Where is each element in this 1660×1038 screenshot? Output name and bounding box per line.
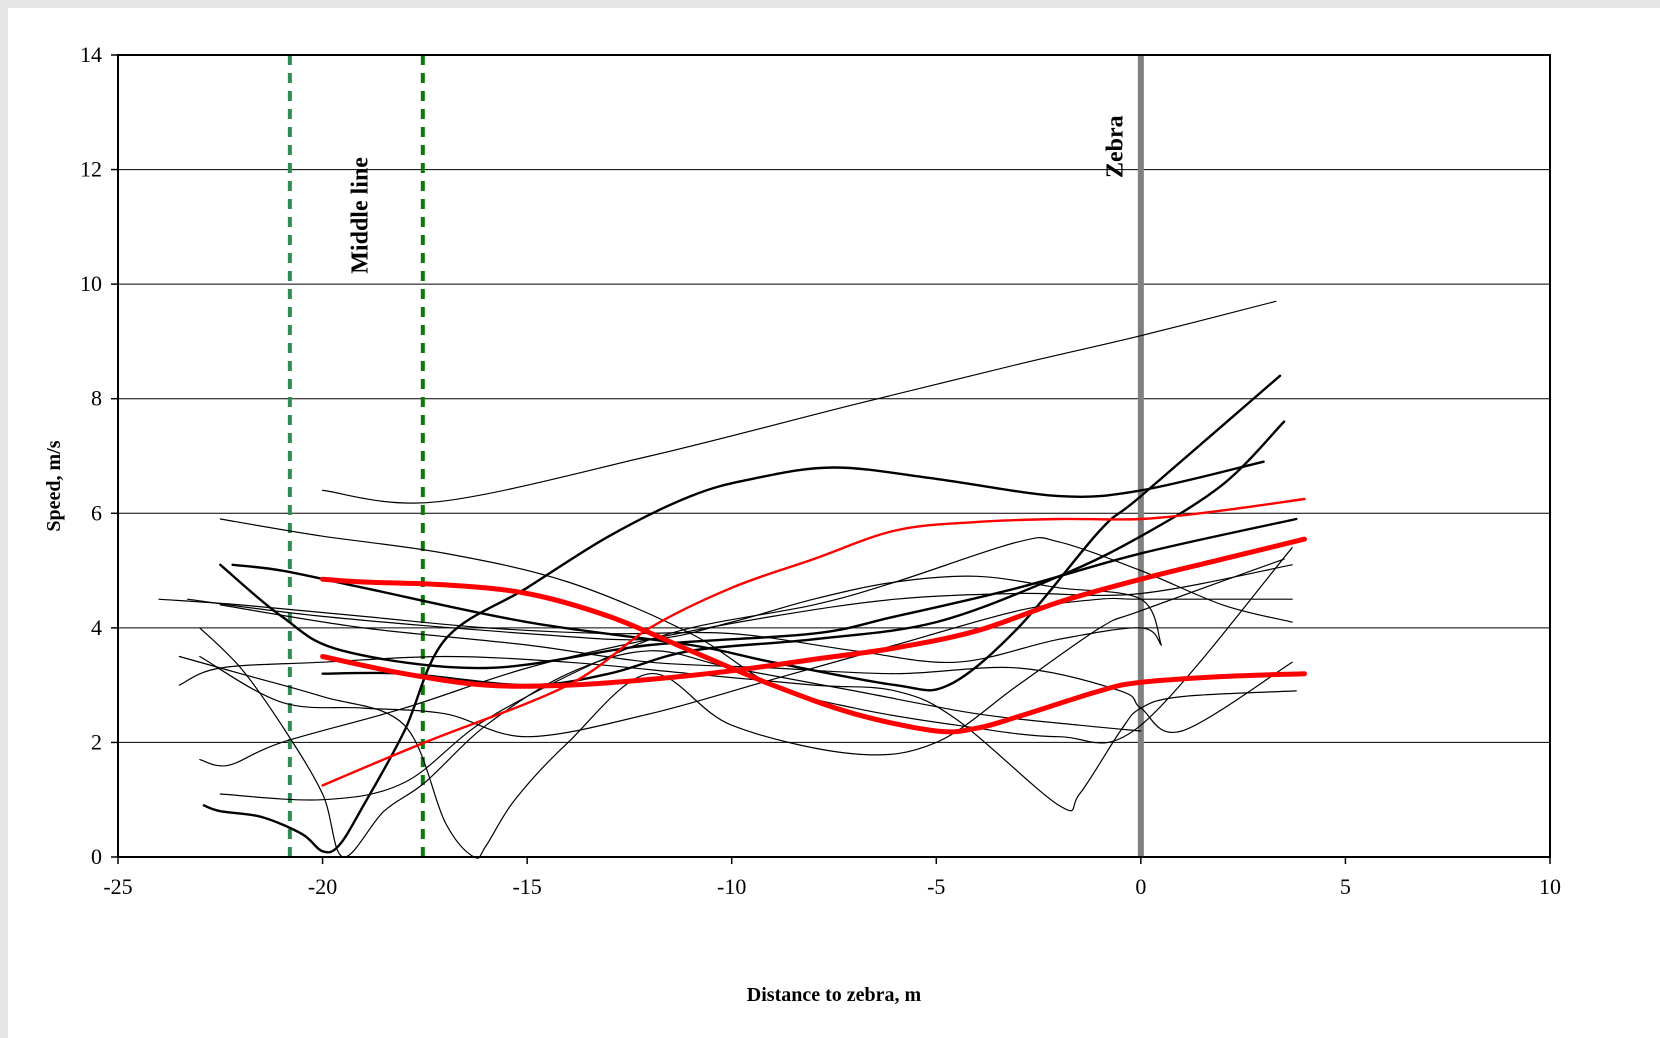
series-line-10 — [219, 537, 1293, 801]
series-line-5 — [321, 420, 1286, 687]
series-line-16 — [321, 497, 1306, 787]
x-tick-label-0: 0 — [1135, 874, 1146, 899]
series-line-7 — [199, 627, 1142, 858]
annotation-1: Middle line — [348, 157, 374, 274]
series-lines — [158, 300, 1307, 859]
series-line-11 — [199, 597, 1293, 738]
series-line-9 — [178, 655, 1297, 812]
series-line-15 — [187, 575, 1162, 646]
gridlines — [118, 169, 1550, 743]
plot-border — [117, 54, 1551, 858]
chart-frame: 0 2 4 6 8 10 12 14 -25 -20 -15 -10 -5 0 5 10 Middle lin… — [8, 8, 1660, 1038]
x-tick-label-5: 5 — [1340, 874, 1351, 899]
x-tick-label--15: -15 — [512, 874, 541, 899]
series-line-12 — [178, 558, 1285, 859]
y-tick-label-10: 10 — [80, 271, 102, 296]
series-line-2 — [219, 517, 1298, 670]
y-tick-label-4: 4 — [91, 615, 102, 640]
vertical-markers — [287, 55, 1144, 857]
speed-distance-chart: 0 2 4 6 8 10 12 14 -25 -20 -15 -10 -5 0 5 10 Middle lin… — [43, 42, 1561, 1006]
series-line-18 — [320, 536, 1307, 689]
x-tick-label--5: -5 — [927, 874, 945, 899]
axes — [111, 54, 1551, 864]
y-tick-label-6: 6 — [91, 500, 102, 525]
series-line-14 — [219, 604, 1293, 734]
y-tick-label-12: 12 — [80, 157, 102, 182]
annotation-2: Zebra — [1102, 115, 1128, 178]
x-tick-label-10: 10 — [1539, 874, 1561, 899]
y-tick-label-14: 14 — [80, 42, 102, 67]
x-tick-label--20: -20 — [308, 874, 337, 899]
x-axis-title: Distance to zebra, m — [747, 984, 922, 1006]
series-line-4 — [231, 374, 1282, 692]
x-tick-label--25: -25 — [103, 874, 132, 899]
y-tick-label-0: 0 — [91, 844, 102, 869]
annotations: Middle line Zebra — [348, 115, 1129, 273]
x-tick-label--10: -10 — [717, 874, 746, 899]
tick-labels: 0 2 4 6 8 10 12 14 -25 -20 -15 -10 -5 0 5 10 — [80, 42, 1561, 899]
series-line-3 — [202, 460, 1265, 854]
series-line-17 — [320, 576, 1307, 735]
y-axis-title: Speed, m/s — [43, 440, 65, 531]
y-tick-label-2: 2 — [91, 729, 102, 754]
series-line-13 — [158, 598, 1162, 664]
series-line-1 — [322, 300, 1277, 504]
y-tick-label-8: 8 — [91, 386, 102, 411]
